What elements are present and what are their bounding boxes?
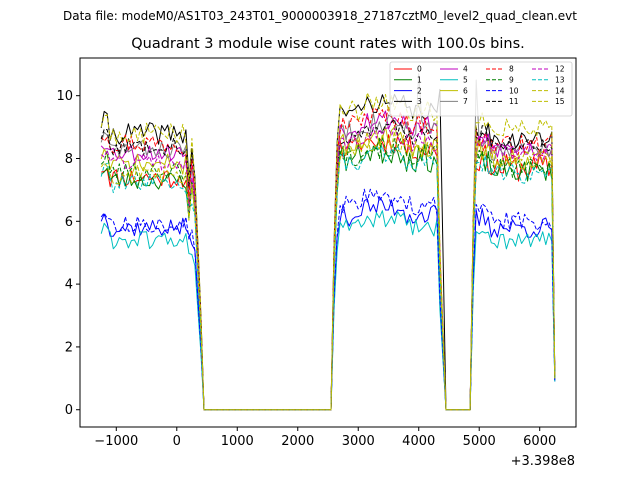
series-line-1 [100,137,556,411]
y-tick-label: 0 [65,403,73,418]
legend-label-15: 15 [555,97,565,106]
legend-label-5: 5 [463,76,468,85]
y-tick-label: 10 [56,89,73,104]
series-line-9 [100,136,556,411]
legend-label-6: 6 [463,86,468,95]
x-tick-label: 4000 [402,434,435,449]
series-line-13 [100,144,556,411]
x-tick-label: −1000 [94,434,138,449]
y-tick-label: 6 [65,215,73,230]
x-axis: −1000 0 1000 2000 3000 4000 5000 6000 [94,427,556,449]
series-line-3 [100,88,556,411]
legend-label-9: 9 [509,76,514,85]
legend-label-0: 0 [417,65,422,74]
y-tick-label: 8 [65,152,73,167]
legend-label-2: 2 [417,86,422,95]
series-line-11 [100,118,556,411]
legend-label-3: 3 [417,97,422,106]
legend-label-14: 14 [555,86,565,95]
legend-label-4: 4 [463,65,468,74]
x-tick-label: 6000 [523,434,556,449]
legend-label-7: 7 [463,97,468,106]
plot-area [80,58,576,427]
series-line-10 [100,188,556,411]
legend-label-8: 8 [509,65,514,74]
plot-border [79,57,577,428]
legend-label-1: 1 [417,76,422,85]
y-tick-label: 2 [65,340,73,355]
figure-suptitle: Data file: modeM0/AS1T03_243T01_90000039… [63,9,577,23]
x-tick-label: 1000 [221,434,254,449]
legend-box [389,61,573,117]
series-line-14 [100,92,556,411]
x-tick-label: 5000 [463,434,496,449]
legend-label-13: 13 [555,76,565,85]
series-line-15 [100,130,556,411]
series-line-4 [100,110,556,411]
legend-label-12: 12 [555,65,565,74]
y-tick-label: 4 [65,278,73,293]
x-tick-label: 2000 [281,434,314,449]
series-line-5 [100,210,556,411]
y-axis: 0 2 4 6 8 10 [56,89,80,418]
series-line-7 [100,73,556,411]
series-lines [100,73,556,411]
legend-label-11: 11 [509,97,519,106]
x-tick-label: 3000 [342,434,375,449]
series-line-12 [100,126,556,411]
legend-label-10: 10 [509,86,519,95]
plot-title: Quadrant 3 module wise count rates with … [131,36,525,52]
x-tick-label: 0 [173,434,181,449]
x-axis-offset-label: +3.398e8 [511,454,575,469]
